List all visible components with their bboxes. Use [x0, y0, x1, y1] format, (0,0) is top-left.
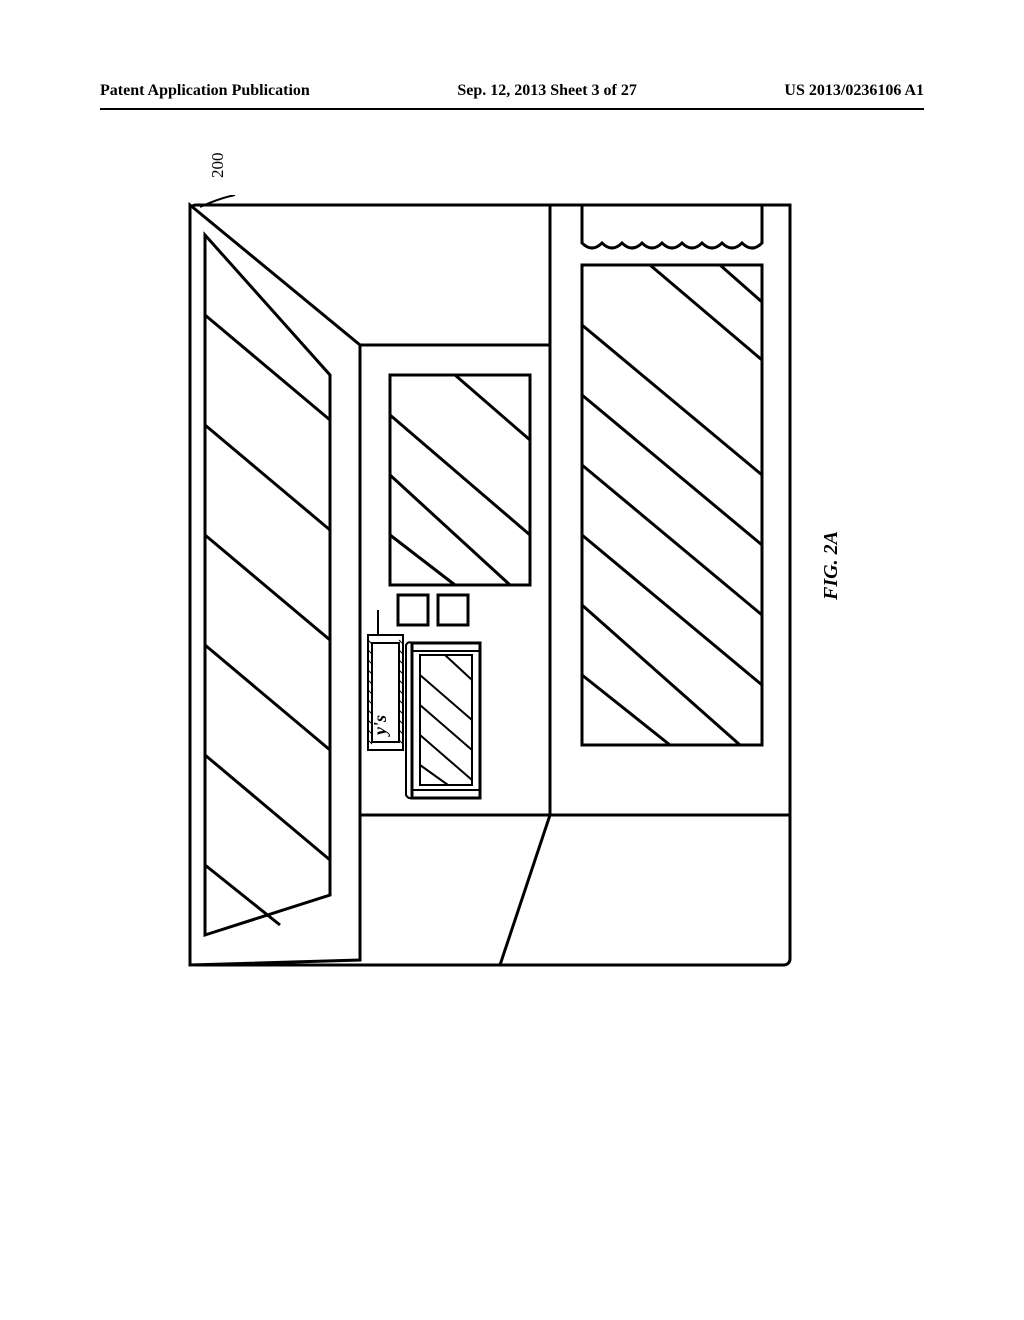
- sign-text: y's: [370, 715, 390, 737]
- left-building: [190, 205, 360, 965]
- header-rule: [100, 108, 924, 110]
- figure-svg: y's: [180, 195, 800, 975]
- header-left: Patent Application Publication: [100, 82, 310, 100]
- display-case: [406, 642, 480, 798]
- header-center: Sep. 12, 2013 Sheet 3 of 27: [457, 82, 637, 100]
- page-header: Patent Application Publication Sep. 12, …: [100, 82, 924, 100]
- reference-numeral-200: 200: [208, 153, 228, 179]
- store-sign: y's: [368, 635, 403, 750]
- header-right: US 2013/0236106 A1: [784, 82, 924, 100]
- patent-figure: y's: [180, 195, 800, 975]
- figure-caption: FIG. 2A: [820, 531, 843, 600]
- center-storefront: y's: [360, 345, 550, 815]
